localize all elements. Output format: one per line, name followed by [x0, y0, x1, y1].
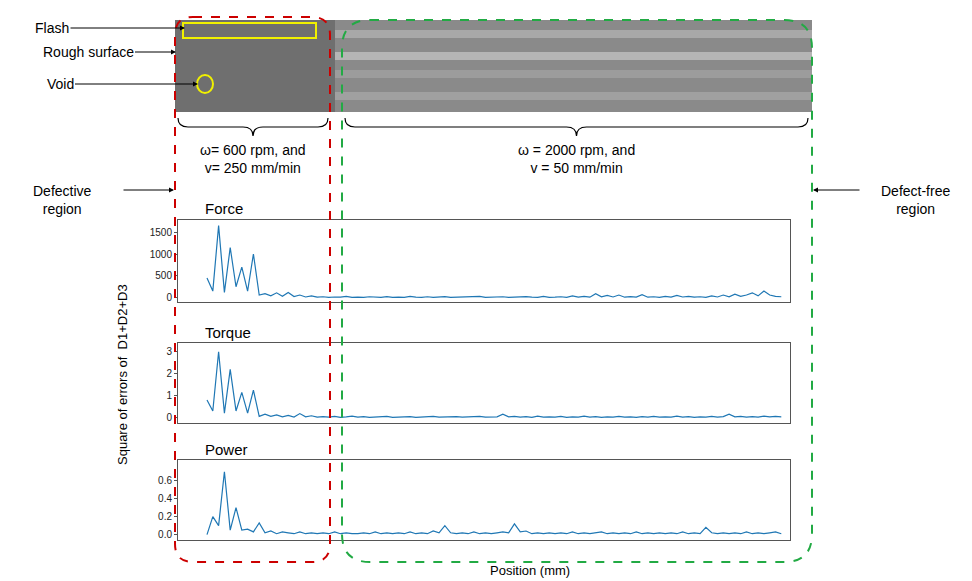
svg-text:0.2: 0.2 [158, 511, 172, 522]
svg-text:Rough surface: Rough surface [43, 44, 134, 60]
svg-text:0.0: 0.0 [158, 529, 172, 540]
svg-text:Void: Void [47, 76, 74, 92]
svg-text:Position (mm): Position (mm) [490, 563, 570, 578]
svg-text:Power: Power [205, 441, 248, 458]
svg-text:ω= 600 rpm, andv= 250 mm/min: ω= 600 rpm, andv= 250 mm/min [200, 142, 306, 176]
svg-text:Torque: Torque [205, 324, 251, 341]
svg-text:0: 0 [166, 412, 172, 423]
svg-text:Square of errors of D1+D2+D3: Square of errors of D1+D2+D3 [115, 284, 130, 465]
svg-text:3: 3 [166, 346, 172, 357]
svg-text:0.4: 0.4 [158, 493, 172, 504]
svg-text:1500: 1500 [150, 227, 173, 238]
svg-text:ω = 2000 rpm, andv = 50 mm/min: ω = 2000 rpm, andv = 50 mm/min [518, 142, 635, 176]
svg-text:Defectiveregion: Defectiveregion [33, 183, 92, 217]
svg-text:Defect-freeregion: Defect-freeregion [881, 183, 950, 217]
svg-text:Force: Force [205, 200, 243, 217]
svg-text:1000: 1000 [150, 249, 173, 260]
svg-text:2: 2 [166, 368, 172, 379]
svg-text:0: 0 [166, 292, 172, 303]
svg-text:500: 500 [155, 270, 172, 281]
svg-text:0.6: 0.6 [158, 475, 172, 486]
svg-text:Flash: Flash [35, 20, 69, 36]
svg-text:1: 1 [166, 390, 172, 401]
